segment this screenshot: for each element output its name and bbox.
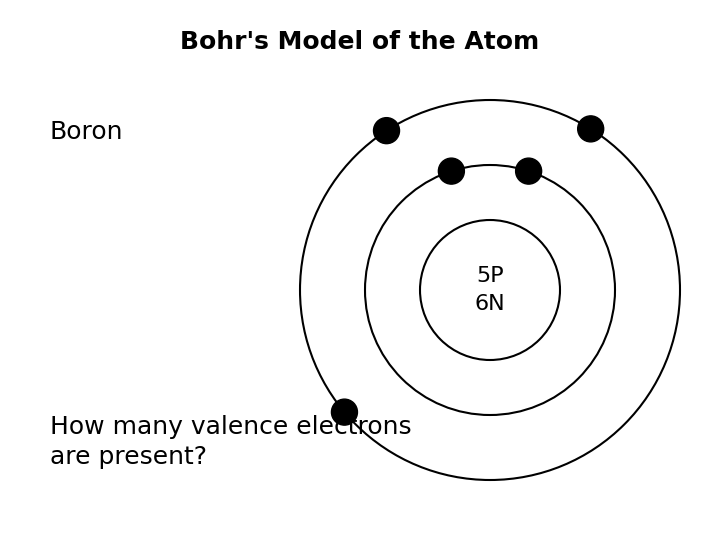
Circle shape xyxy=(516,158,541,184)
Circle shape xyxy=(331,399,357,425)
Circle shape xyxy=(438,158,464,184)
Text: Boron: Boron xyxy=(50,120,124,144)
Text: 5P
6N: 5P 6N xyxy=(474,266,505,314)
Circle shape xyxy=(374,118,400,144)
Text: How many valence electrons
are present?: How many valence electrons are present? xyxy=(50,415,412,469)
Circle shape xyxy=(577,116,603,142)
Text: Bohr's Model of the Atom: Bohr's Model of the Atom xyxy=(181,30,539,54)
